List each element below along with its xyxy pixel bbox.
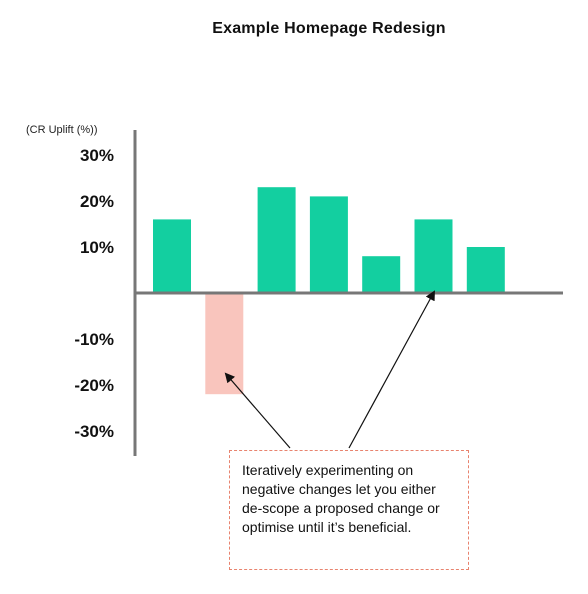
annotation-arrow-to-x-axis xyxy=(348,290,435,449)
annotation-arrows xyxy=(224,290,435,449)
bar-positive xyxy=(466,247,505,293)
bars xyxy=(153,187,505,395)
y-tick-label: -20% xyxy=(74,376,114,395)
bar-positive xyxy=(309,196,348,293)
y-axis-label: (CR Uplift (%)) xyxy=(26,124,98,136)
chart-title: Example Homepage Redesign xyxy=(212,20,446,37)
bar-positive xyxy=(257,187,296,293)
annotation-text: Iteratively experimenting on negative ch… xyxy=(242,462,440,535)
annotation-callout: Iteratively experimenting on negative ch… xyxy=(229,450,469,570)
y-ticks: 30% 20% 10% -10% -20% -30% xyxy=(74,146,114,441)
y-tick-label: -10% xyxy=(74,330,114,349)
axes xyxy=(133,130,563,456)
bar-positive xyxy=(153,219,191,293)
bar-negative xyxy=(205,293,244,395)
y-tick-label: -30% xyxy=(74,422,114,441)
bar-positive xyxy=(414,219,453,293)
y-tick-label: 20% xyxy=(80,192,114,211)
annotation-arrow-to-negative-bar xyxy=(224,372,291,449)
y-tick-label: 30% xyxy=(80,146,114,165)
y-tick-label: 10% xyxy=(80,238,114,257)
bar-positive xyxy=(362,256,401,293)
